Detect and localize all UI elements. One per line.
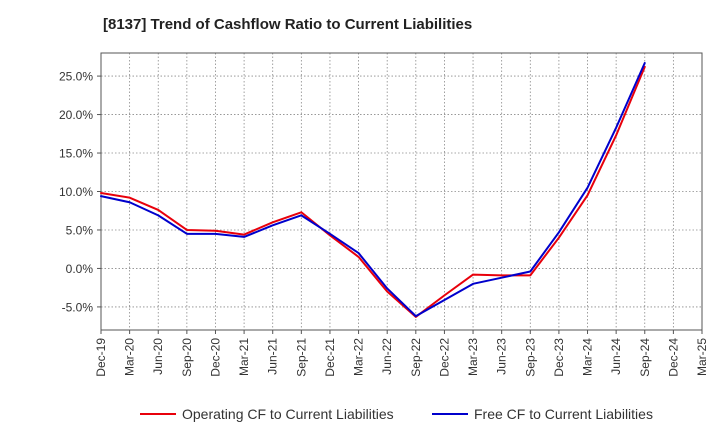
- x-tick-label: Jun-21: [266, 338, 280, 375]
- y-tick-label: 0.0%: [66, 262, 94, 276]
- legend-label-2: Free CF to Current Liabilities: [474, 406, 653, 422]
- x-tick-label: Jun-23: [495, 338, 509, 375]
- x-tick-label: Sep-20: [180, 338, 194, 377]
- x-tick-label: Sep-23: [523, 338, 537, 377]
- y-tick-label: -5.0%: [62, 300, 94, 314]
- series-line-2: [100, 62, 646, 318]
- x-tick-label: Mar-24: [581, 338, 595, 376]
- x-tick-label: Jun-24: [609, 338, 623, 375]
- x-tick-label: Jun-22: [380, 338, 394, 375]
- series-layer: [100, 62, 646, 318]
- y-tick-label: 20.0%: [59, 108, 93, 122]
- chart-title: [8137] Trend of Cashflow Ratio to Curren…: [103, 16, 473, 33]
- x-tick-label: Mar-22: [352, 338, 366, 376]
- y-axis: -5.0% 0.0% 5.0% 10.0% 15.0% 20.0% 25.0%: [59, 70, 101, 314]
- grid-layer: [101, 53, 702, 330]
- x-tick-label: Dec-20: [208, 338, 222, 377]
- x-axis: Dec-19 Mar-20 Jun-20 Sep-20 Dec-20 Mar-21 Jun-…: [94, 330, 709, 377]
- y-tick-label: 10.0%: [59, 185, 93, 199]
- x-tick-label: Mar-23: [466, 338, 480, 376]
- x-tick-label: Mar-20: [123, 338, 137, 376]
- series-line-1: [100, 65, 646, 318]
- x-tick-label: Dec-21: [323, 338, 337, 377]
- x-tick-label: Sep-24: [638, 338, 652, 377]
- y-tick-label: 15.0%: [59, 147, 93, 161]
- x-tick-label: Dec-23: [552, 338, 566, 377]
- x-tick-label: Dec-24: [666, 338, 680, 377]
- legend: Operating CF to Current Liabilities Free …: [140, 406, 653, 422]
- y-tick-label: 25.0%: [59, 70, 93, 84]
- x-tick-label: Jun-20: [151, 338, 165, 375]
- x-tick-label: Mar-25: [695, 338, 709, 376]
- x-tick-label: Sep-21: [294, 338, 308, 377]
- x-tick-label: Dec-22: [437, 338, 451, 377]
- plot-frame: [100, 52, 703, 331]
- x-tick-label: Dec-19: [94, 338, 108, 377]
- legend-label-1: Operating CF to Current Liabilities: [182, 406, 394, 422]
- x-tick-label: Sep-22: [409, 338, 423, 377]
- x-tick-label: Mar-21: [237, 338, 251, 376]
- y-tick-label: 5.0%: [66, 223, 94, 237]
